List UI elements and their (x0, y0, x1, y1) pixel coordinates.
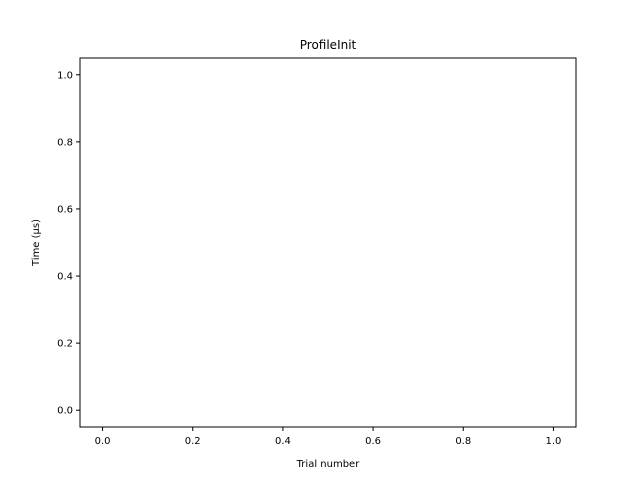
x-tick-label: 0.6 (365, 436, 381, 447)
plot-area (79, 57, 577, 428)
y-tick-label: 1.0 (57, 70, 73, 81)
x-tick-label: 1.0 (546, 436, 562, 447)
x-axis-label: Trial number (296, 459, 361, 470)
x-tick-label: 0.2 (185, 436, 201, 447)
y-axis-label: Time (µs) (31, 219, 42, 267)
y-tick-label: 0.4 (57, 272, 73, 283)
y-tick-label: 0.2 (57, 339, 73, 350)
x-tick-label: 0.4 (275, 436, 291, 447)
chart-title: ProfileInit (300, 38, 357, 52)
y-tick-label: 0.6 (57, 204, 73, 215)
y-axis-ticks: 0.0 0.2 0.4 0.6 0.8 1.0 (57, 70, 80, 417)
x-axis-ticks: 0.0 0.2 0.4 0.6 0.8 1.0 (95, 427, 562, 447)
x-tick-label: 0.8 (455, 436, 471, 447)
y-tick-label: 0.8 (57, 137, 73, 148)
x-tick-label: 0.0 (95, 436, 111, 447)
y-tick-label: 0.0 (57, 406, 73, 417)
